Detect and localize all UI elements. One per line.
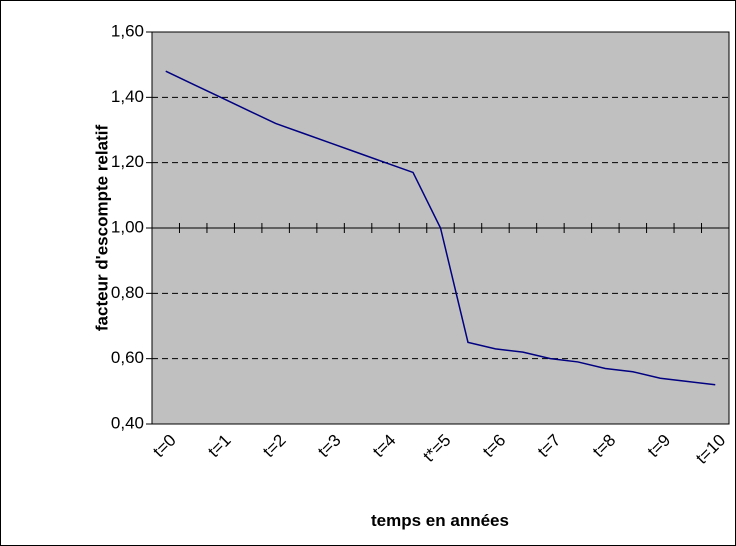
y-tick-label: 0,40 [111, 413, 144, 432]
x-axis-title: temps en années [371, 511, 509, 530]
y-tick-label: 1,20 [111, 152, 144, 171]
y-tick-label: 1,00 [111, 217, 144, 236]
y-tick-label: 1,40 [111, 87, 144, 106]
y-tick-label: 1,60 [111, 21, 144, 40]
data-line [165, 70, 716, 386]
y-tick-label: 0,80 [111, 283, 144, 302]
y-tick-label: 0,60 [111, 348, 144, 367]
y-axis-title: facteur d'escompte relatif [92, 125, 111, 332]
